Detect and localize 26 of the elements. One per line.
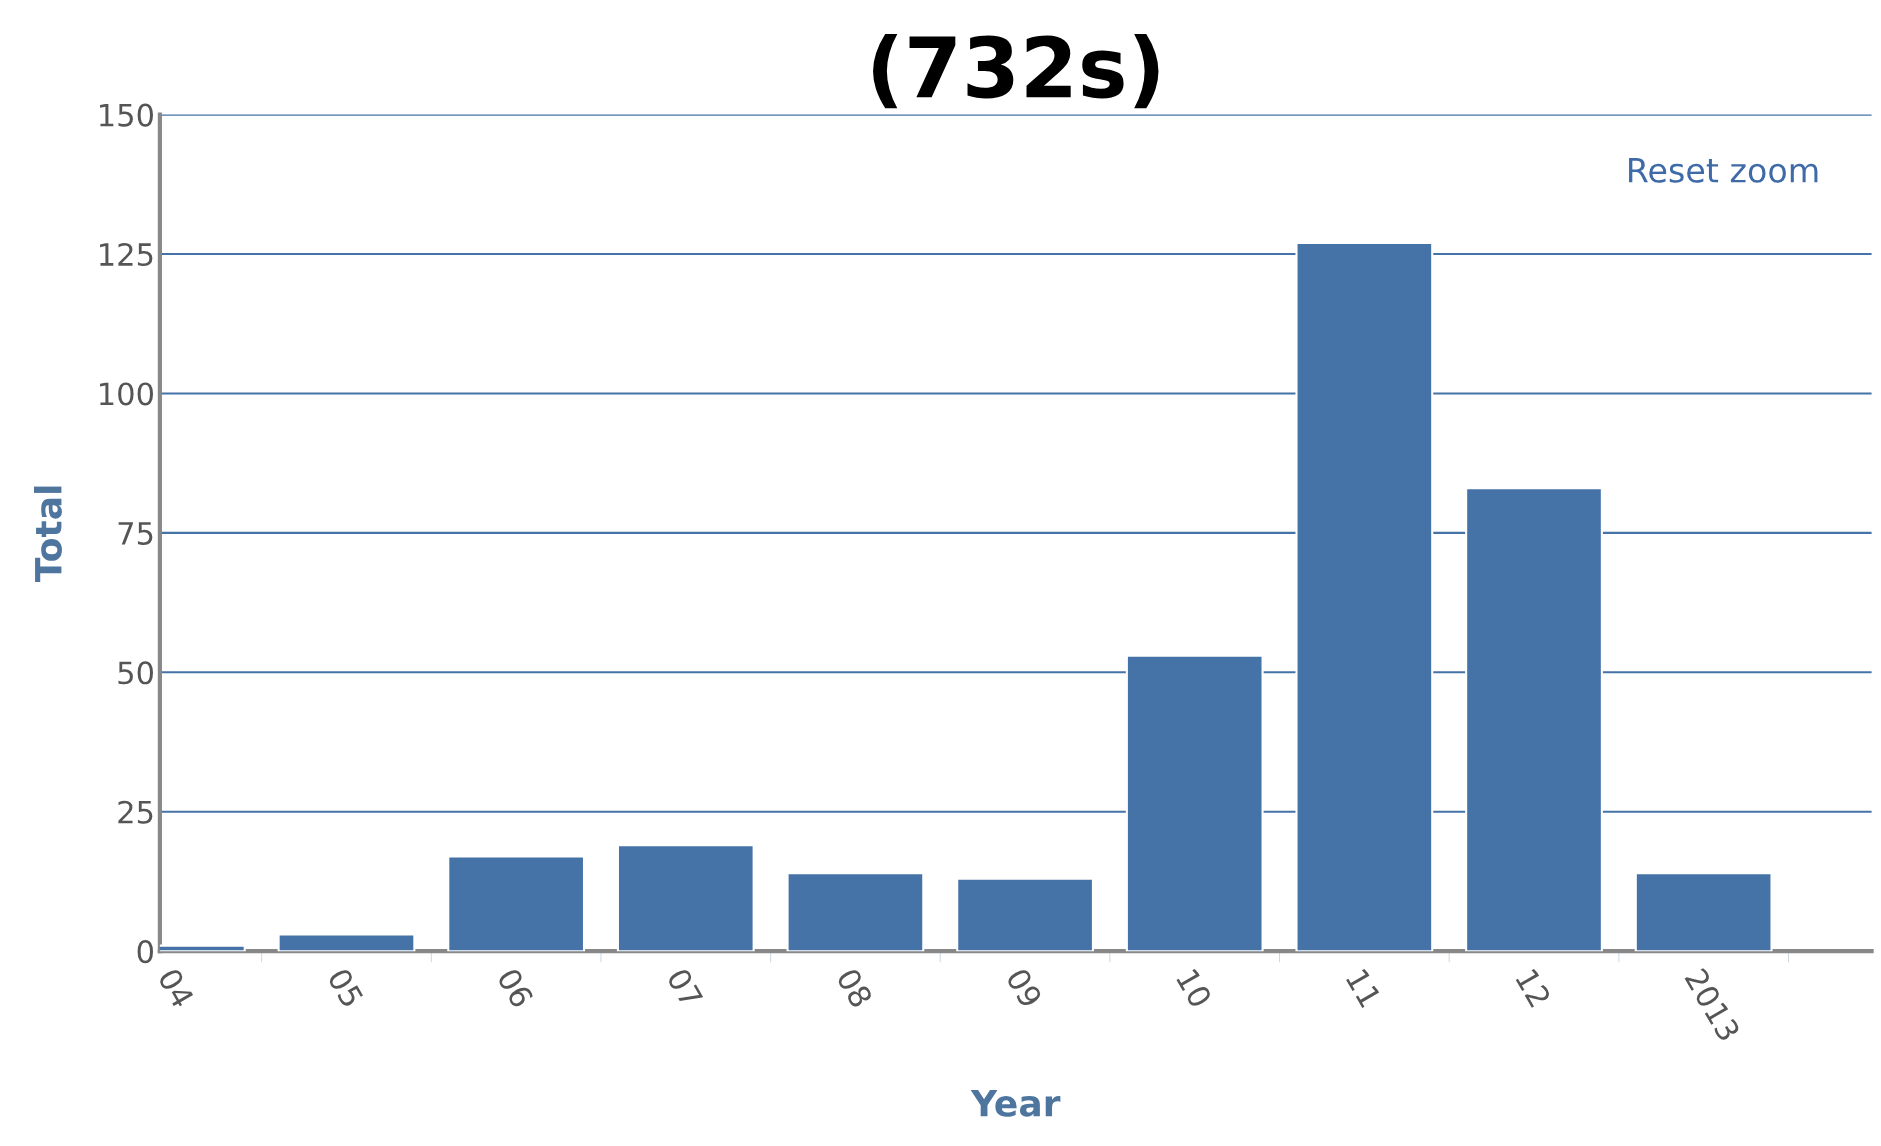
chart-title: (732s): [873, 34, 1159, 109]
x-tick-label: 12: [1515, 968, 1552, 1008]
y-tick-label: 50: [118, 661, 153, 685]
x-tick-label: 11: [1345, 968, 1382, 1008]
x-tick-label: 10: [1175, 968, 1213, 1009]
y-axis-title: Total: [33, 486, 62, 583]
bar: [447, 855, 586, 952]
y-tick-label: 150: [100, 103, 153, 127]
y-tick-label: 25: [118, 800, 153, 824]
y-tick-label: 125: [100, 242, 153, 267]
bar: [956, 877, 1094, 952]
bar: [277, 933, 416, 952]
y-tick-label: 0: [137, 940, 153, 964]
bar: [1634, 872, 1773, 952]
bar: [786, 872, 925, 952]
y-tick-label: 100: [100, 382, 153, 406]
x-axis-title: Year: [970, 1089, 1061, 1117]
x-tick-label: 08: [835, 967, 874, 1009]
x-tick-label: 06: [496, 967, 535, 1009]
x-tick-label: 04: [157, 967, 195, 1010]
annotation: Reset zoom: [1629, 158, 1818, 183]
bar: [616, 844, 755, 952]
x-tick-label: 07: [666, 967, 704, 1009]
x-tick-label: 09: [1005, 967, 1043, 1009]
y-tick-label: 75: [118, 522, 153, 545]
x-tick-label: 05: [327, 967, 365, 1009]
